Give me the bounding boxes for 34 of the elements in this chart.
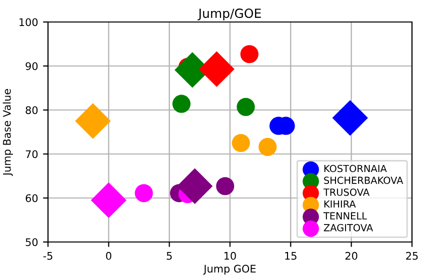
point xyxy=(236,98,255,116)
point xyxy=(134,184,153,202)
point xyxy=(216,177,234,196)
y-tick-label: 80 xyxy=(26,106,38,114)
point xyxy=(332,100,368,136)
legend-label: SHCHERBAKOVA xyxy=(324,176,404,184)
x-tick-label: 0 xyxy=(106,252,112,260)
point xyxy=(240,45,258,64)
point xyxy=(176,168,213,204)
x-tick-label: 10 xyxy=(224,252,236,260)
legend-label: KIHIRA xyxy=(324,200,356,208)
x-tick-label: -5 xyxy=(43,252,52,260)
x-tick-label: 25 xyxy=(406,252,418,260)
legend-label: TRUSOVA xyxy=(323,188,370,196)
legend-label: TENNELL xyxy=(323,212,367,220)
point xyxy=(232,134,250,152)
legend-label: ZAGITOVA xyxy=(324,224,374,232)
y-tick-label: 60 xyxy=(26,194,38,202)
x-axis-title: Jump GOE xyxy=(203,264,256,275)
y-tick-label: 100 xyxy=(20,18,38,26)
y-tick-label: 70 xyxy=(26,150,38,158)
legend-label: KOSTORNAIA xyxy=(324,164,387,172)
point xyxy=(258,138,277,156)
y-tick-label: 50 xyxy=(26,238,38,246)
x-tick-label: 20 xyxy=(345,252,358,260)
chart-title: Jump/GOE xyxy=(198,8,261,20)
point xyxy=(75,103,111,139)
y-tick-label: 90 xyxy=(26,62,38,70)
y-axis-title: Jump Base Value xyxy=(2,89,13,176)
point xyxy=(198,51,234,87)
point xyxy=(90,182,127,218)
x-tick-label: 15 xyxy=(285,252,296,260)
point xyxy=(172,94,191,113)
x-tick-label: 5 xyxy=(166,252,172,260)
